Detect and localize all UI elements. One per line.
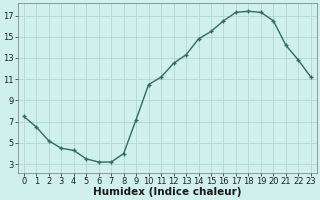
X-axis label: Humidex (Indice chaleur): Humidex (Indice chaleur) (93, 187, 242, 197)
